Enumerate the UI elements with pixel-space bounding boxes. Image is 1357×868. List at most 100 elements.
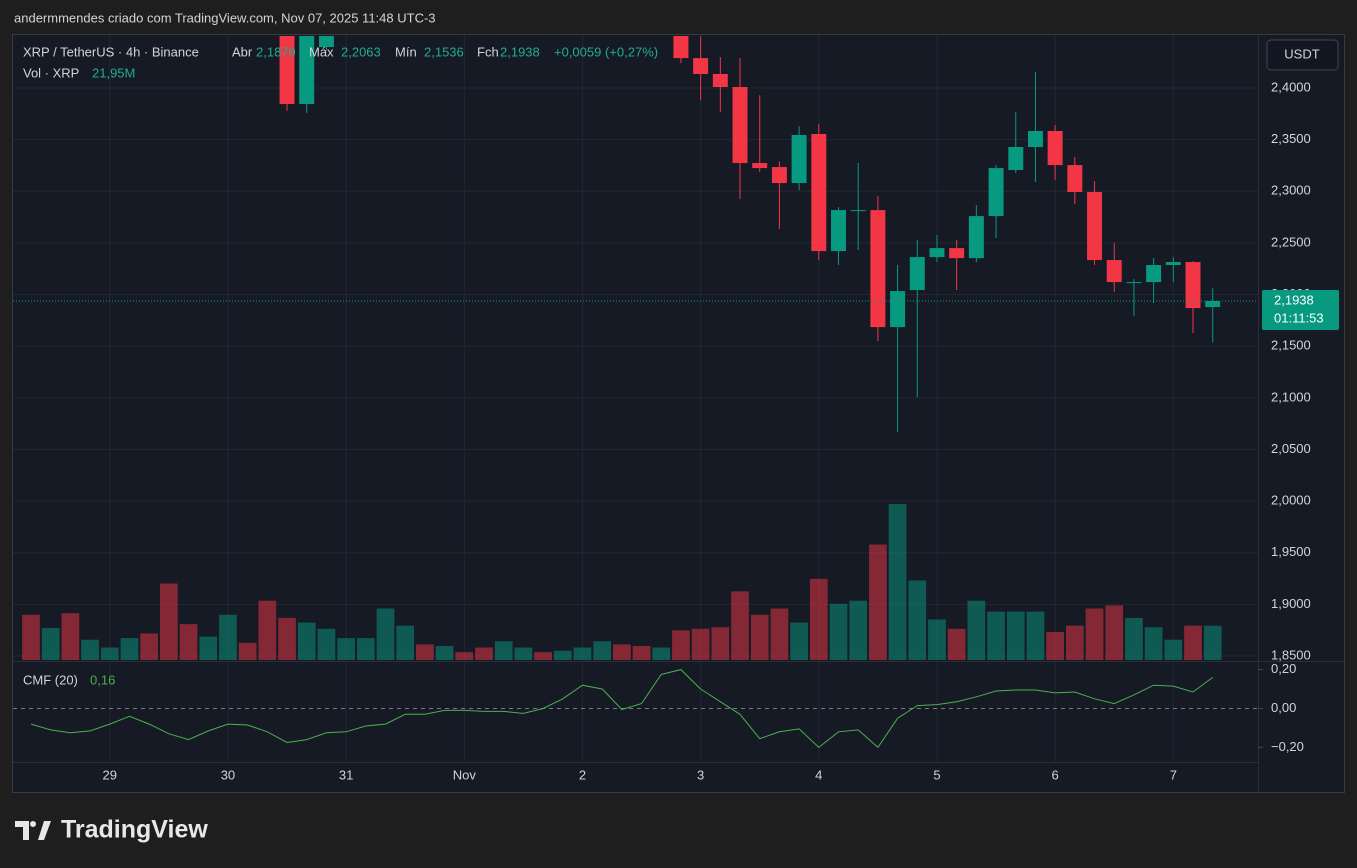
volume-bar xyxy=(416,644,434,660)
volume-bar xyxy=(888,504,907,660)
volume-bar xyxy=(908,580,927,660)
volume-bar xyxy=(41,628,60,660)
volume-bar xyxy=(1184,625,1202,660)
volume-bar xyxy=(278,617,296,660)
volume-bar xyxy=(22,614,40,660)
logo xyxy=(15,821,51,840)
candle-body xyxy=(1047,130,1063,166)
volume-bar xyxy=(81,639,99,660)
volume-bar xyxy=(770,608,789,660)
volume-bar xyxy=(1026,611,1045,660)
currency[interactable]: USDT xyxy=(1284,46,1319,61)
last-price-box xyxy=(1262,289,1339,330)
ohlc-value: 2,1938 xyxy=(500,44,540,59)
candle-body xyxy=(752,163,768,169)
cmf-name: CMF (20) xyxy=(23,672,78,687)
volume-bar xyxy=(455,652,474,660)
candle-body xyxy=(279,36,295,105)
cmf-value: 0,16 xyxy=(90,672,115,687)
candle-body xyxy=(988,168,1004,217)
volume-bar xyxy=(199,636,218,660)
candle-body xyxy=(693,58,709,74)
candle-body xyxy=(850,210,866,212)
candle-body xyxy=(968,216,984,259)
candle-body xyxy=(1165,262,1181,266)
candle-body xyxy=(1205,300,1221,308)
candle-body xyxy=(1027,130,1043,148)
candle-body xyxy=(1106,260,1122,283)
volume-bar xyxy=(435,645,454,660)
ohlc-value: 2,1536 xyxy=(424,44,464,59)
candle-body xyxy=(712,73,728,88)
candle-body xyxy=(909,257,925,291)
chart-frame xyxy=(12,34,1345,793)
header: andermmendes criado com TradingView.com,… xyxy=(14,10,436,25)
volume-bar xyxy=(632,645,651,660)
candles xyxy=(279,36,1221,433)
volume-bar xyxy=(790,622,808,660)
candle-body xyxy=(929,248,945,258)
volume-bar xyxy=(1125,617,1143,660)
logo-dot xyxy=(30,821,36,827)
candle-body xyxy=(1008,147,1024,171)
y-tick-label: 1,9000 xyxy=(1271,596,1311,611)
volume-bar xyxy=(258,600,277,660)
candle-body xyxy=(791,135,807,184)
volume-bar xyxy=(1144,627,1163,660)
candle-body xyxy=(1087,192,1103,261)
candle-body xyxy=(673,36,689,59)
y-tick-label: 2,0500 xyxy=(1271,441,1311,456)
volume-bar xyxy=(337,638,355,660)
cmf xyxy=(13,669,1258,749)
volume-bar xyxy=(553,650,572,660)
volume xyxy=(22,504,1222,660)
volume-bar xyxy=(494,641,513,660)
volume-bar xyxy=(731,591,749,660)
volume-bar xyxy=(317,628,336,660)
ohlc-label: Mín xyxy=(395,44,417,59)
candle-body xyxy=(299,36,315,105)
volume-bar xyxy=(928,619,946,660)
currency-button[interactable] xyxy=(1266,39,1339,71)
volume-bar xyxy=(61,613,80,660)
x-tick-label: 30 xyxy=(221,767,235,782)
volume-bar xyxy=(1105,605,1124,660)
volume-bar xyxy=(967,600,986,660)
volume-bar xyxy=(809,578,828,660)
volume-bar xyxy=(514,647,533,660)
x-tick-label: 31 xyxy=(339,767,353,782)
symbol-title: XRP / TetherUS · 4h · Binance xyxy=(23,44,199,59)
cmf-line xyxy=(30,669,1213,749)
volume-bar xyxy=(297,622,316,660)
x-tick-label: 4 xyxy=(815,767,822,782)
volume-bar xyxy=(100,647,119,660)
volume-bar xyxy=(219,614,237,660)
y-tick-label: 2,1500 xyxy=(1271,338,1311,353)
volume-bar xyxy=(849,600,868,660)
ohlc-label: Abr xyxy=(232,44,253,59)
candle-body xyxy=(890,291,906,328)
volume-name: Vol · XRP xyxy=(23,65,79,80)
volume-bar xyxy=(869,544,887,660)
candle-body xyxy=(811,133,827,252)
x-tick-label: 2 xyxy=(579,767,586,782)
volume-bar xyxy=(750,614,769,660)
y-tick-label: 2,1000 xyxy=(1271,389,1311,404)
ohlc-label: Fch xyxy=(477,44,499,59)
volume-bar xyxy=(1164,639,1183,660)
volume-bar xyxy=(987,611,1005,660)
volume-bar xyxy=(1006,611,1025,660)
candle-body xyxy=(1126,282,1142,284)
volume-bar xyxy=(711,627,730,660)
volume-bar xyxy=(829,603,848,660)
y-tick-label: 2,4000 xyxy=(1271,79,1311,94)
volume-bar xyxy=(356,638,375,660)
volume-bar xyxy=(1046,631,1065,660)
candle-body xyxy=(1146,265,1162,283)
candle-body xyxy=(1185,262,1201,309)
y-tick-label: 2,3000 xyxy=(1271,183,1311,198)
logo-mark xyxy=(15,821,29,840)
candle-body xyxy=(771,167,787,184)
volume-bar xyxy=(573,647,592,660)
